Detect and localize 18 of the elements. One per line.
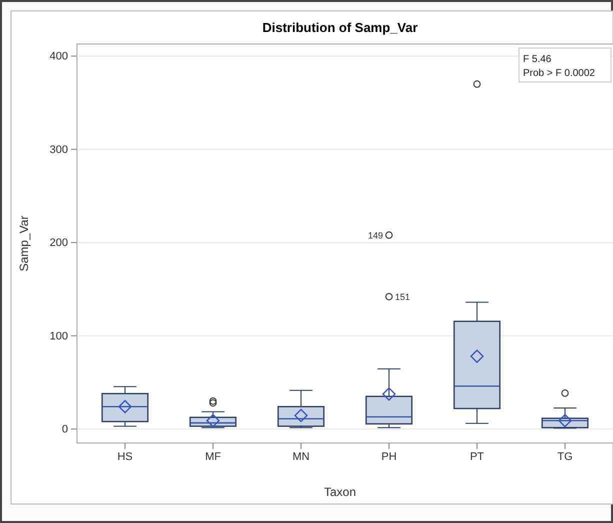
y-tick-label: 400 [50, 50, 68, 63]
x-tick-label: HS [117, 450, 133, 463]
x-tick-label: TG [557, 450, 573, 463]
y-tick-label: 0 [62, 424, 68, 436]
chart-title: Distribution of Samp_Var [262, 20, 418, 35]
y-tick-label: 300 [50, 144, 68, 156]
annotation: 149 [368, 230, 383, 241]
x-tick-label: MN [292, 450, 310, 463]
x-tick-label: PT [470, 450, 484, 463]
x-tick-label: MF [205, 450, 222, 463]
y-axis-title: Samp_Var [17, 216, 31, 272]
x-tick-label: PH [381, 450, 397, 463]
y-tick-label: 100 [50, 330, 68, 342]
x-axis-title: Taxon [324, 485, 356, 499]
annotation: Prob > F 0.0002 [523, 68, 596, 79]
y-tick-label: 200 [50, 237, 68, 250]
annotation: 151 [395, 292, 410, 302]
annotation: F 5.46 [523, 54, 552, 65]
